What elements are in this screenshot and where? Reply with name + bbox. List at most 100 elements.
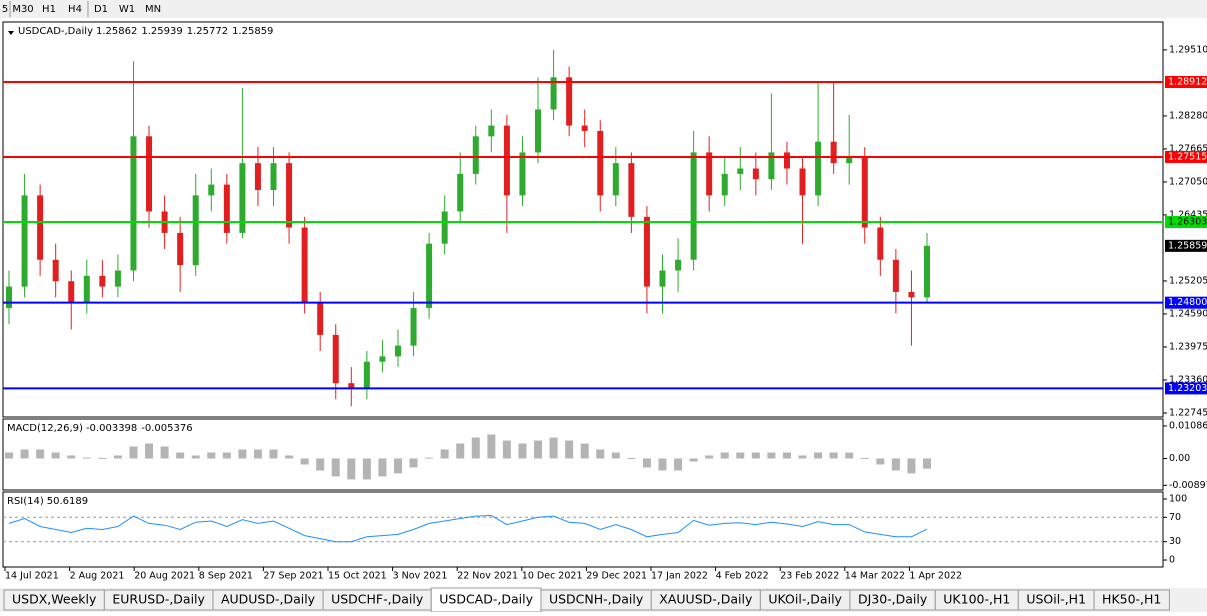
- macd-bar: [409, 458, 418, 468]
- macd-bar: [705, 455, 714, 459]
- candle-body: [488, 125, 495, 137]
- toolbar: [0, 0, 1207, 18]
- macd-bar: [5, 452, 13, 459]
- macd-bar: [300, 458, 309, 465]
- macd-bar: [549, 437, 558, 459]
- macd-bar: [782, 452, 791, 459]
- tab[interactable]: HK50-,H1: [1102, 592, 1161, 607]
- y-tick-label: 0.00: [1169, 453, 1190, 464]
- macd-bar: [51, 452, 60, 459]
- tab[interactable]: UKOil-,Daily: [768, 592, 842, 607]
- macd-bar: [456, 443, 465, 459]
- candle-body: [908, 291, 915, 298]
- y-tick-label: 1.23360: [1169, 374, 1207, 385]
- macd-bar: [36, 449, 45, 459]
- tab[interactable]: EURUSD-,Daily: [112, 592, 205, 607]
- macd-bar: [596, 449, 605, 459]
- level-label-bg: [1165, 150, 1207, 163]
- tab[interactable]: XAUUSD-,Daily: [659, 592, 753, 607]
- x-tick-label: 29 Dec 2021: [586, 571, 647, 582]
- macd-bar: [674, 458, 683, 471]
- tab[interactable]: USDCNH-,Daily: [549, 592, 644, 607]
- level-label-bg: [1165, 382, 1207, 395]
- candle-body: [768, 152, 775, 180]
- timeframe-button[interactable]: H4: [68, 4, 82, 15]
- macd-bar: [814, 452, 823, 459]
- macd-bar: [891, 458, 900, 471]
- candle-body: [706, 152, 713, 196]
- header-value: -0.005376: [141, 423, 192, 434]
- timeframe-button[interactable]: 5: [2, 4, 8, 15]
- candle-body: [6, 286, 12, 309]
- candle-body: [379, 356, 386, 362]
- macd-bar: [393, 458, 402, 474]
- timeframe-button[interactable]: D1: [94, 4, 108, 15]
- y-tick-label: 1.23975: [1169, 341, 1207, 352]
- macd-bar: [207, 452, 216, 459]
- macd-bar: [658, 458, 667, 471]
- y-tick-label: 1.22745: [1169, 407, 1207, 418]
- header-value: 50.6189: [47, 496, 88, 507]
- candle-body: [99, 275, 106, 287]
- tab-frame[interactable]: [1093, 589, 1170, 611]
- candle-body: [239, 163, 246, 233]
- macd-bar: [907, 458, 916, 474]
- candle-body: [68, 281, 75, 303]
- tab[interactable]: USDCHF-,Daily: [331, 592, 424, 607]
- price-label: 1.25859: [1168, 240, 1207, 251]
- candle-body: [83, 275, 90, 303]
- macd-bar: [113, 455, 122, 459]
- candle-body: [659, 270, 666, 287]
- candle-body: [394, 345, 401, 357]
- y-tick-label: 30: [1169, 536, 1181, 547]
- tab[interactable]: USDCAD-,Daily: [439, 592, 533, 607]
- rsi-line: [8, 514, 928, 543]
- y-tick-label: 1.25205: [1169, 275, 1207, 286]
- timeframe-button[interactable]: H1: [42, 4, 56, 15]
- level-label-bg: [1165, 216, 1207, 229]
- macd-bar: [627, 457, 636, 459]
- candle-body: [114, 270, 121, 287]
- level-label-bg: [1165, 296, 1207, 309]
- macd-bar: [347, 458, 356, 480]
- candle-body: [37, 195, 44, 260]
- y-tick-label: 70: [1169, 512, 1181, 523]
- timeframe-button[interactable]: M30: [12, 4, 33, 15]
- x-tick-label: 14 Mar 2022: [845, 571, 905, 582]
- candle-body: [550, 77, 557, 110]
- macd-bar: [736, 452, 745, 459]
- macd-bar: [534, 440, 543, 459]
- candle-body: [877, 227, 884, 260]
- candle-body: [861, 157, 868, 228]
- candle-body: [348, 383, 355, 389]
- header-value: 1.25939: [141, 26, 182, 37]
- macd-bar: [20, 449, 29, 459]
- x-tick-label: 22 Nov 2021: [457, 571, 518, 582]
- indicator-title: USDCAD-,Daily: [18, 26, 93, 37]
- tab[interactable]: USDX,Weekly: [12, 592, 97, 607]
- candle-body: [52, 259, 59, 282]
- candle-body: [830, 141, 837, 164]
- candle-body: [721, 173, 728, 196]
- candle-body: [846, 157, 853, 164]
- macd-bar: [860, 457, 869, 459]
- level-label: 1.27515: [1168, 151, 1207, 162]
- macd-bar: [285, 455, 294, 459]
- rsi-pane: [2, 491, 1164, 568]
- candle-body: [426, 243, 433, 309]
- candle-body: [441, 211, 448, 244]
- tab[interactable]: UK100-,H1: [943, 592, 1010, 607]
- macd-bar: [82, 457, 91, 459]
- indicator-title: MACD(12,26,9): [7, 423, 83, 434]
- macd-bar: [720, 452, 729, 459]
- macd-bar: [238, 449, 247, 459]
- tab[interactable]: USOil-,H1: [1026, 592, 1086, 607]
- tab[interactable]: AUDUSD-,Daily: [221, 592, 316, 607]
- timeframe-button[interactable]: W1: [119, 4, 135, 15]
- tab[interactable]: DJ30-,Daily: [858, 592, 928, 607]
- x-tick-label: 23 Feb 2022: [780, 571, 839, 582]
- menu-arrow: [8, 31, 14, 35]
- macd-bar: [565, 440, 574, 459]
- timeframe-button[interactable]: MN: [145, 4, 161, 15]
- x-tick-label: 17 Jan 2022: [651, 571, 708, 582]
